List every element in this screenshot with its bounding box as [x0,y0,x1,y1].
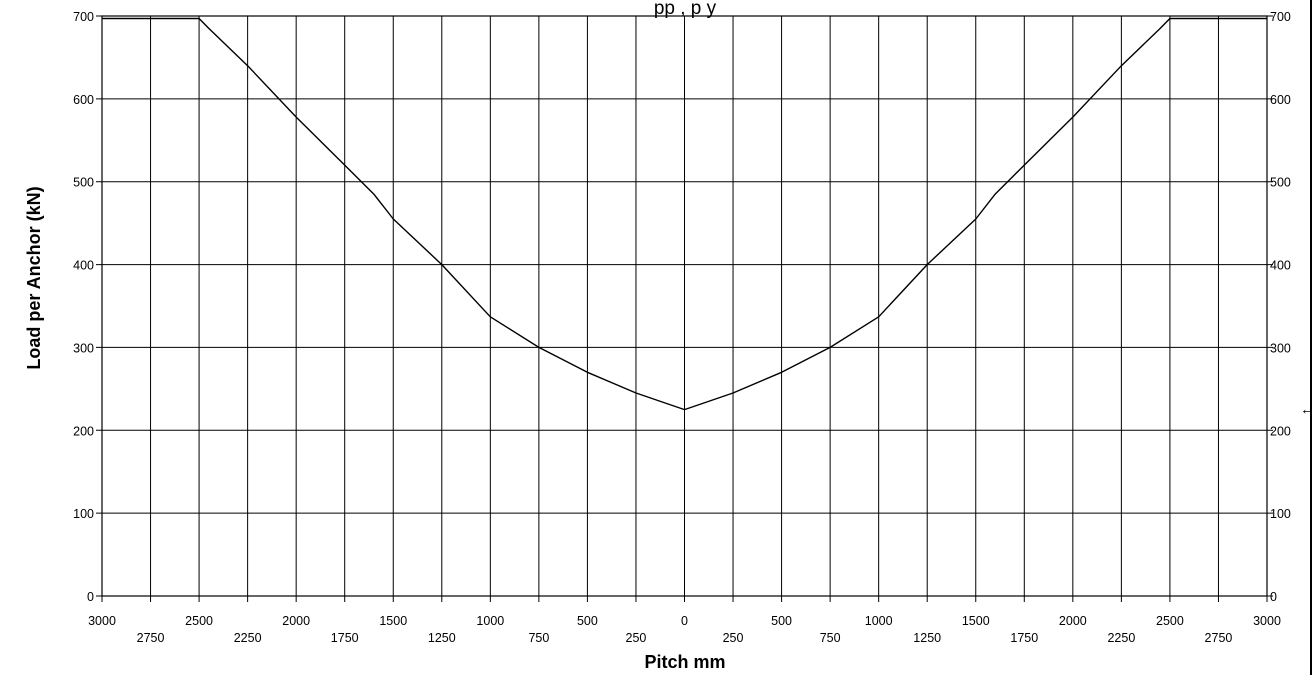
y-axis-right-ticks: 0 100 200 300 400 500 600 700 [1270,10,1291,604]
y-tick-left: 300 [73,341,94,355]
x-tick-minor: 1750 [1010,631,1038,645]
x-tick-minor: 2250 [234,631,262,645]
chart-title-partial: pp , p y [654,0,717,19]
y-tick-right: 300 [1270,341,1291,355]
x-tick-minor: 1250 [428,631,456,645]
x-tick-minor: 2250 [1107,631,1135,645]
y-tick-left: 100 [73,507,94,521]
x-tick-major: 2000 [282,614,310,628]
plot-frame [101,15,1268,597]
x-tick-minor: 750 [528,631,549,645]
x-tick-minor: 2750 [1205,631,1233,645]
load-curve [102,17,1267,411]
x-tick-major: 1000 [865,614,893,628]
x-tick-major: 1000 [476,614,504,628]
x-tick-major: 2000 [1059,614,1087,628]
y-tick-left: 600 [73,93,94,107]
x-tick-minor: 250 [723,631,744,645]
y-axis-left-ticks: 0 100 200 300 400 500 600 700 [73,10,94,604]
vertical-gridlines [101,16,1268,602]
y-tick-right: 700 [1270,10,1291,24]
y-tick-right: 500 [1270,176,1291,190]
x-tick-major: 1500 [962,614,990,628]
y-tick-left: 500 [73,176,94,190]
x-tick-major: 500 [771,614,792,628]
y-tick-right: 0 [1270,590,1277,604]
x-tick-major: 1500 [379,614,407,628]
y-tick-right: 100 [1270,507,1291,521]
x-axis-title: Pitch mm [644,652,725,672]
y-tick-left: 0 [87,590,94,604]
x-tick-major: 2500 [1156,614,1184,628]
x-tick-minor: 1750 [331,631,359,645]
x-tick-minor: 250 [626,631,647,645]
y-tick-left: 200 [73,424,94,438]
x-tick-minor: 750 [820,631,841,645]
x-axis-major-ticks: 3000 2500 2000 1500 1000 500 0 500 1000 1500 2000 2… [88,614,1281,628]
y-tick-right: 400 [1270,259,1291,273]
y-tick-right: 200 [1270,424,1291,438]
x-tick-major: 3000 [1253,614,1281,628]
y-tick-left: 700 [73,10,94,24]
x-tick-minor: 2750 [137,631,165,645]
x-tick-major: 0 [681,614,688,628]
x-tick-minor: 1250 [913,631,941,645]
y-tick-left: 400 [73,259,94,273]
y-tick-right: 600 [1270,93,1291,107]
y-axis-title: Load per Anchor (kN) [24,186,44,369]
x-tick-major: 2500 [185,614,213,628]
x-tick-major: 3000 [88,614,116,628]
x-tick-major: 500 [577,614,598,628]
x-axis-minor-ticks: 2750 2250 1750 1250 750 250 250 750 1250 1750 2250… [137,631,1233,645]
